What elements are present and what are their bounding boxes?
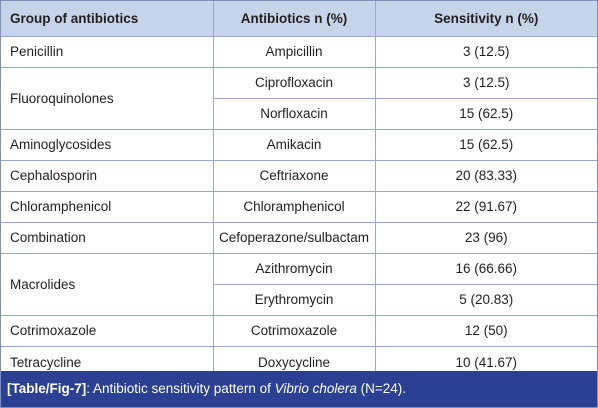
antibiotic-cell: Cefoperazone/sulbactam — [213, 222, 376, 254]
group-cell: Cotrimoxazole — [1, 315, 214, 347]
table-row: Macrolides Azithromycin 16 (66.66) — [1, 253, 597, 316]
table-caption: [Table/Fig-7]: Antibiotic sensitivity pa… — [1, 371, 597, 407]
antibiotic-cell: Chloramphenicol — [213, 191, 376, 223]
sensitivity-cell: 3 (12.5) — [375, 36, 597, 68]
table-row: Cotrimoxazole Cotrimoxazole 12 (50) — [1, 315, 597, 347]
antibiotic-cell: Ciprofloxacin — [213, 67, 376, 99]
group-cell: Combination — [1, 222, 214, 254]
antibiotic-cell: Amikacin — [213, 129, 376, 161]
group-cell: Cephalosporin — [1, 160, 214, 192]
caption-organism: Vibrio cholera — [274, 381, 357, 396]
table-row: Aminoglycosides Amikacin 15 (62.5) — [1, 129, 597, 161]
table-header-row: Group of antibiotics Antibiotics n (%) S… — [1, 1, 597, 37]
table-row: Cephalosporin Ceftriaxone 20 (83.33) — [1, 160, 597, 192]
sensitivity-cell: 3 (12.5) — [375, 67, 597, 99]
group-cell: Penicillin — [1, 36, 214, 68]
antibiotic-cell: Cotrimoxazole — [213, 315, 376, 347]
table-row: Erythromycin 5 (20.83) — [1, 284, 597, 316]
group-cell: Macrolides — [1, 253, 214, 316]
group-cell: Fluoroquinolones — [1, 67, 214, 130]
antibiotic-sensitivity-table: Group of antibiotics Antibiotics n (%) S… — [1, 1, 597, 379]
table-row: Penicillin Ampicillin 3 (12.5) — [1, 36, 597, 68]
antibiotic-cell: Norfloxacin — [213, 98, 376, 130]
caption-text-before: : Antibiotic sensitivity pattern of — [86, 381, 275, 396]
sensitivity-cell: 15 (62.5) — [375, 98, 597, 130]
antibiotic-cell: Ampicillin — [213, 36, 376, 68]
sensitivity-cell: 15 (62.5) — [375, 129, 597, 161]
group-cell: Aminoglycosides — [1, 129, 214, 161]
header-antibiotic: Antibiotics n (%) — [213, 1, 376, 37]
sensitivity-cell: 5 (20.83) — [375, 284, 597, 316]
group-cell: Chloramphenicol — [1, 191, 214, 223]
header-sensitivity: Sensitivity n (%) — [375, 1, 597, 37]
antibiotic-cell: Ceftriaxone — [213, 160, 376, 192]
table-row: Fluoroquinolones Ciprofloxacin 3 (12.5) — [1, 67, 597, 130]
antibiotic-cell: Azithromycin — [213, 253, 376, 285]
sensitivity-cell: 16 (66.66) — [375, 253, 597, 285]
caption-tag: [Table/Fig-7] — [7, 381, 87, 396]
table-row: Chloramphenicol Chloramphenicol 22 (91.6… — [1, 191, 597, 223]
sensitivity-cell: 20 (83.33) — [375, 160, 597, 192]
sensitivity-cell: 23 (96) — [375, 222, 597, 254]
caption-text-after: (N=24). — [356, 381, 407, 396]
header-group: Group of antibiotics — [1, 1, 214, 37]
sensitivity-cell: 12 (50) — [375, 315, 597, 347]
table-row: Norfloxacin 15 (62.5) — [1, 98, 597, 130]
table-row: Combination Cefoperazone/sulbactam 23 (9… — [1, 222, 597, 254]
sensitivity-cell: 22 (91.67) — [375, 191, 597, 223]
antibiotic-cell: Erythromycin — [213, 284, 376, 316]
